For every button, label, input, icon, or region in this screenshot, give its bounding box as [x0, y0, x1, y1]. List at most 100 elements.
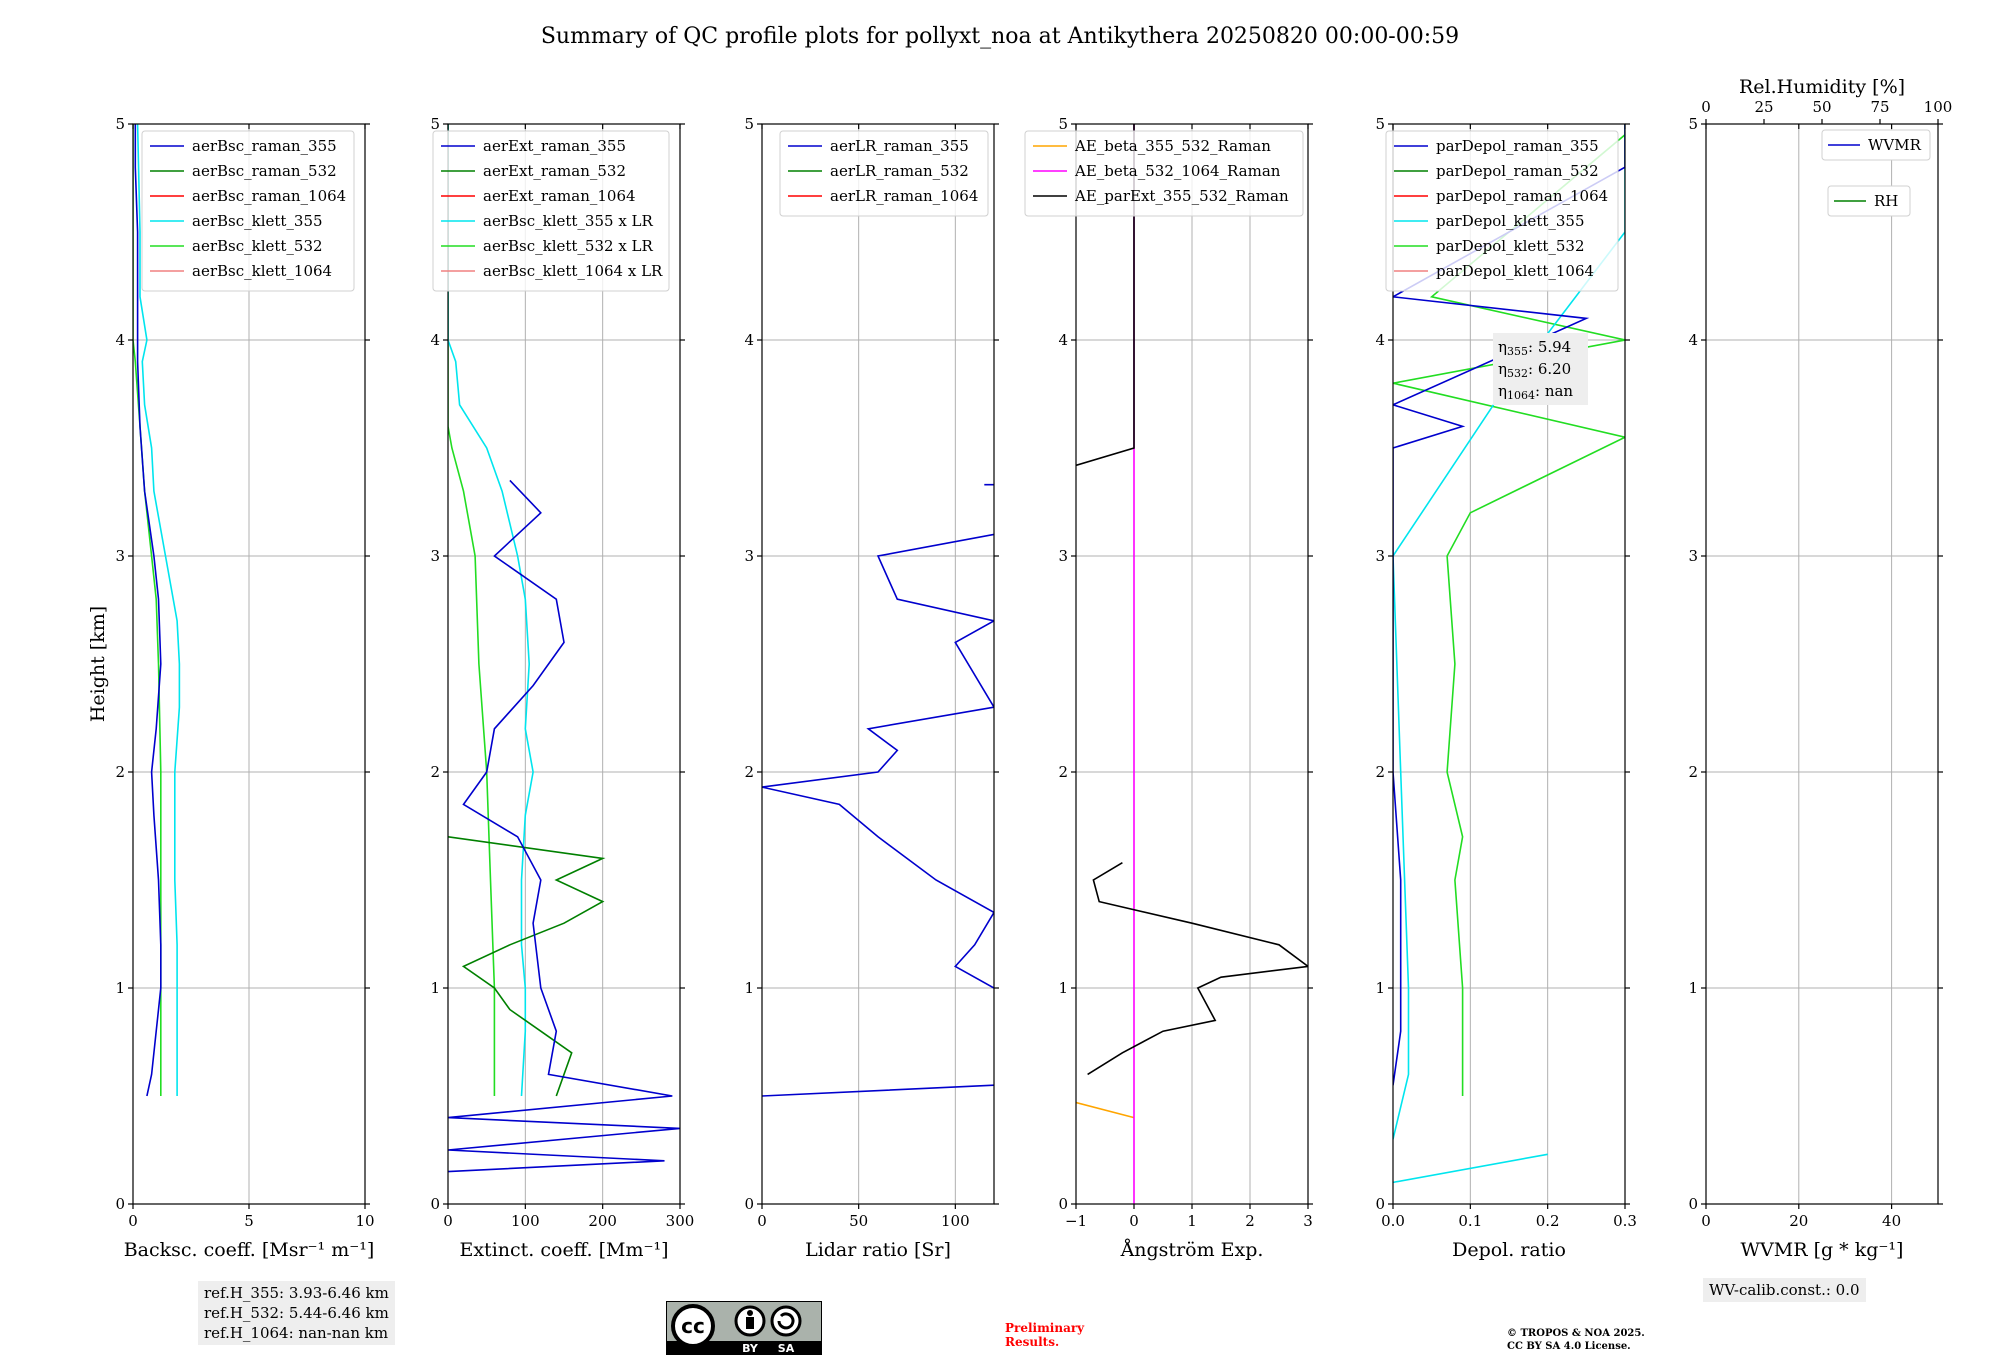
- legend-entry: aerBsc_raman_1064: [192, 187, 346, 205]
- series-line-ae-parext-355-532-raman: [1076, 124, 1308, 1076]
- series-group: [448, 124, 680, 1173]
- legend-entry: parDepol_raman_1064: [1436, 187, 1608, 205]
- y-axis-label: Height [km]: [87, 606, 109, 722]
- x-tick-label: 0: [1701, 1212, 1711, 1230]
- x-tick-label: 100: [511, 1212, 540, 1230]
- x-tick-label: 0.0: [1381, 1212, 1405, 1230]
- y-tick-label: 0: [744, 1195, 754, 1213]
- legend-entry: AE_beta_355_532_Raman: [1074, 137, 1271, 155]
- legend-entry: aerLR_raman_1064: [830, 187, 978, 205]
- x-tick-label: 0: [1129, 1212, 1139, 1230]
- y-tick-label: 1: [115, 979, 125, 997]
- legend-box: [1827, 185, 1911, 217]
- x-tick-label: 20: [1789, 1212, 1808, 1230]
- series-line-aerbsc-klett-355-x-lr: [448, 124, 534, 1097]
- axes-frame: [761, 123, 995, 1205]
- series-line-ae-beta-355-532-raman: [1076, 1101, 1135, 1119]
- legend-entry: aerExt_raman_355: [483, 137, 626, 155]
- x-axis-label: Ångström Exp.: [1120, 1239, 1264, 1261]
- y-tick-label: 1: [1058, 979, 1068, 997]
- legend-box: [1821, 129, 1931, 161]
- y-tick-label: 1: [744, 979, 754, 997]
- y-tick-label: 0: [1688, 1195, 1698, 1213]
- y-tick-label: 0: [1375, 1195, 1385, 1213]
- legend-entry: parDepol_klett_1064: [1436, 262, 1594, 280]
- x2-tick-label: 75: [1870, 98, 1889, 116]
- eta-annotation-line: η355: 5.94: [1498, 338, 1571, 358]
- copyright-line-1: © TROPOS & NOA 2025.: [1507, 1328, 1645, 1339]
- y-tick-label: 1: [1375, 979, 1385, 997]
- x-tick-label: 10: [355, 1212, 374, 1230]
- x-tick-label: 2: [1245, 1212, 1255, 1230]
- legend-entry: aerBsc_klett_355: [192, 212, 323, 230]
- eta-annotation-line: η1064: nan: [1498, 382, 1573, 402]
- panel-2: 0 100 200 300 0 1 2 3 4 5 Extinct. coeff. [Mm⁻¹] ae…: [430, 115, 694, 1261]
- y-tick-label: 3: [1058, 547, 1068, 565]
- y-tick-label: 2: [1375, 763, 1385, 781]
- legend-entry: aerExt_raman_532: [483, 162, 626, 180]
- legend-box: [1385, 130, 1619, 292]
- y-tick-label: 1: [430, 979, 440, 997]
- x-tick-label: 5: [244, 1212, 254, 1230]
- y-tick-label: 0: [115, 1195, 125, 1213]
- cc-text: cc: [681, 1314, 705, 1338]
- legend-entry: aerBsc_raman_532: [192, 162, 337, 180]
- x-axis-label: Backsc. coeff. [Msr⁻¹ m⁻¹]: [124, 1239, 375, 1261]
- x-axis-label: WVMR [g * kg⁻¹]: [1741, 1239, 1904, 1261]
- copyright-line-2: CC BY SA 4.0 License.: [1507, 1341, 1631, 1352]
- refh-355: ref.H_355: 3.93-6.46 km: [204, 1284, 389, 1302]
- x2-axis-label: Rel.Humidity [%]: [1739, 76, 1905, 98]
- x-tick-label: 3: [1303, 1212, 1313, 1230]
- y-tick-label: 2: [744, 763, 754, 781]
- y-tick-label: 0: [430, 1195, 440, 1213]
- series-line-pardepol-klett-532: [1393, 134, 1625, 1096]
- x-tick-label: 0.3: [1613, 1212, 1637, 1230]
- x-tick-label: 0: [443, 1212, 453, 1230]
- y-tick-label: 2: [1688, 763, 1698, 781]
- eta-annotation-line: η532: 6.20: [1498, 360, 1571, 380]
- x-axis-label: Lidar ratio [Sr]: [805, 1239, 951, 1261]
- legend-entry: aerBsc_klett_532: [192, 237, 323, 255]
- y-tick-label: 5: [115, 115, 125, 133]
- legend-entry: RH: [1874, 192, 1898, 210]
- panel-5: 0.0 0.1 0.2 0.3 0 1 2 3 4 5 Depol. ratio parDepol_r…: [1375, 115, 1636, 1261]
- refh-annotation: ref.H_355: 3.93-6.46 km ref.H_532: 5.44-…: [198, 1281, 395, 1345]
- legend-entry: aerExt_raman_1064: [483, 187, 636, 205]
- series-line-aerext-raman-532: [448, 836, 606, 1097]
- x2-tick-label: 25: [1754, 98, 1773, 116]
- eta-annotation-box: [1493, 333, 1588, 405]
- legend-box: [141, 130, 355, 292]
- y-tick-label: 3: [744, 547, 754, 565]
- legend-entry: aerBsc_klett_1064 x LR: [483, 262, 663, 280]
- preliminary-note: Preliminary Results.: [1005, 1321, 1084, 1349]
- cc-sa-text: SA: [778, 1342, 795, 1355]
- refh-532: ref.H_532: 5.44-6.46 km: [204, 1304, 389, 1322]
- x-axis-label: Extinct. coeff. [Mm⁻¹]: [459, 1239, 668, 1261]
- copyright-note: © TROPOS & NOA 2025. CC BY SA 4.0 Licens…: [1507, 1327, 1645, 1353]
- legend-entry: parDepol_klett_355: [1436, 212, 1585, 230]
- y-tick-label: 2: [115, 763, 125, 781]
- y-tick-label: 4: [744, 331, 754, 349]
- series-line-aerbsc-raman-355: [134, 124, 162, 1097]
- x-tick-label: 200: [588, 1212, 617, 1230]
- x-tick-label: 0: [757, 1212, 767, 1230]
- x-tick-label: 300: [666, 1212, 695, 1230]
- x-tick-label: 40: [1882, 1212, 1901, 1230]
- axes-frame: [1705, 123, 1939, 1205]
- cc-by-text: BY: [742, 1342, 759, 1355]
- panel-3: 0 50 100 0 1 2 3 4 5 Lidar ratio [Sr] aerLR_raman_…: [744, 115, 999, 1261]
- y-tick-label: 4: [1688, 331, 1698, 349]
- axes-frame: [1392, 123, 1626, 1205]
- y-tick-label: 0: [1058, 1195, 1068, 1213]
- x-tick-label: 0: [128, 1212, 138, 1230]
- y-tick-label: 3: [115, 547, 125, 565]
- y-tick-label: 4: [430, 331, 440, 349]
- x-tick-label: −1: [1065, 1212, 1087, 1230]
- x-tick-label: 100: [941, 1212, 970, 1230]
- x2-tick-label: 100: [1924, 98, 1953, 116]
- y-tick-label: 2: [1058, 763, 1068, 781]
- y-tick-label: 5: [430, 115, 440, 133]
- legend-box: [779, 130, 989, 217]
- y-tick-label: 5: [1688, 115, 1698, 133]
